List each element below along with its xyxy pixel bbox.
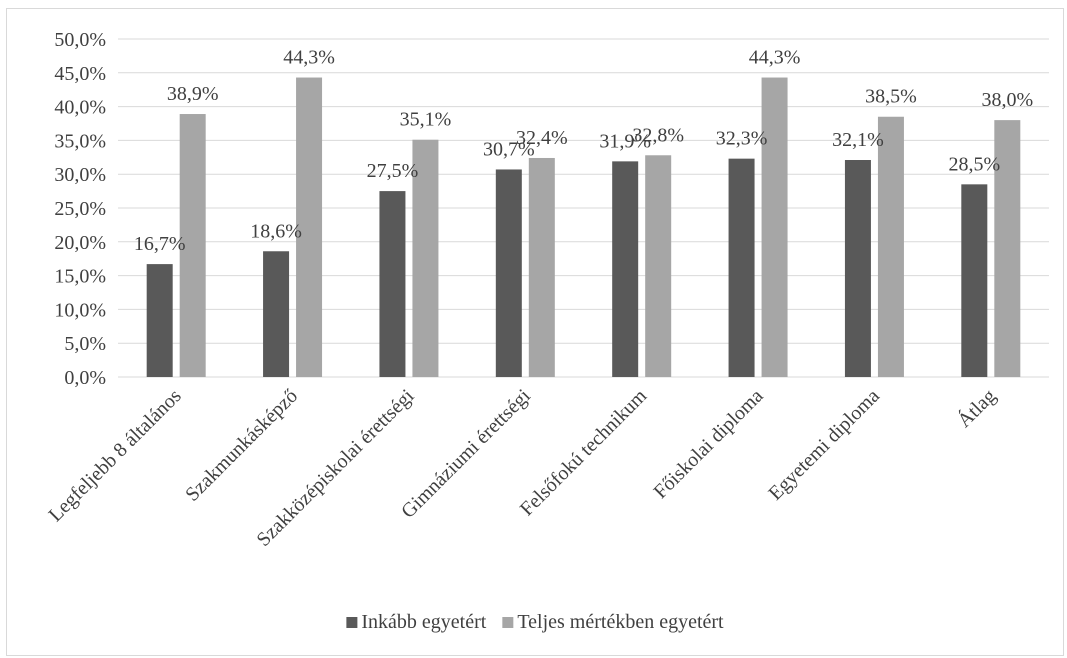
data-label-teljes-mertekben-egyetert-foiskolai-diploma: 44,3% — [749, 47, 801, 69]
bar-inkabb-egyetert-szakmunkaskepzo — [263, 251, 290, 377]
x-category-label: Főiskolai diploma — [650, 385, 768, 503]
y-tick-label: 10,0% — [54, 299, 106, 321]
bar-teljes-mertekben-egyetert-foiskolai-diploma — [761, 77, 788, 378]
bar-inkabb-egyetert-szakkozepiskolai-erettsegi — [379, 191, 406, 377]
data-label-teljes-mertekben-egyetert-felsofoku-technikum: 32,8% — [632, 124, 684, 146]
data-label-inkabb-egyetert-legfeljebb-8-altalanos: 16,7% — [134, 233, 186, 255]
bar-teljes-mertekben-egyetert-gimnaziumi-erettsegi — [528, 157, 555, 377]
x-category-label: Átlag — [953, 384, 1001, 432]
data-label-teljes-mertekben-egyetert-legfeljebb-8-altalanos: 38,9% — [167, 83, 219, 105]
data-label-inkabb-egyetert-foiskolai-diploma: 32,3% — [716, 128, 768, 150]
bars — [146, 77, 1021, 378]
y-tick-label: 0,0% — [64, 367, 106, 389]
bar-teljes-mertekben-egyetert-atlag — [994, 120, 1021, 378]
y-tick-label: 35,0% — [54, 130, 106, 152]
y-axis-ticks: 0,0% 5,0% 10,0% 15,0% 20,0% 25,0% 30,0% 35,0% 40… — [54, 29, 106, 389]
bar-inkabb-egyetert-felsofoku-technikum — [612, 161, 639, 377]
data-label-teljes-mertekben-egyetert-szakkozepiskolai-erettsegi: 35,1% — [400, 109, 452, 131]
legend-label-inkabb-egyetert: Inkább egyetért — [361, 611, 486, 633]
bar-inkabb-egyetert-atlag — [961, 184, 988, 377]
data-label-teljes-mertekben-egyetert-egyetemi-diploma: 38,5% — [865, 86, 917, 108]
data-labels: 16,7% 38,9% 18,6% 44,3% 27,5% 35,1% 30,7%32,4%… — [134, 47, 1033, 256]
bar-teljes-mertekben-egyetert-szakmunkaskepzo — [296, 77, 323, 378]
y-tick-label: 20,0% — [54, 232, 106, 254]
bar-inkabb-egyetert-egyetemi-diploma — [844, 160, 871, 377]
data-label-inkabb-egyetert-gimnaziumi-erettsegi: 30,7% — [483, 138, 535, 160]
data-label-teljes-mertekben-egyetert-szakmunkaskepzo: 44,3% — [283, 47, 335, 69]
y-tick-label: 45,0% — [54, 63, 106, 85]
x-category-label: Gimnáziumi érettségi — [397, 385, 535, 523]
x-category-label: Szakmunkásképző — [181, 385, 302, 506]
y-tick-label: 50,0% — [54, 29, 106, 51]
y-tick-label: 25,0% — [54, 198, 106, 220]
data-label-inkabb-egyetert-felsofoku-technikum: 31,9% — [599, 130, 651, 152]
legend-swatch-inkabb-egyetert — [346, 617, 358, 628]
bar-teljes-mertekben-egyetert-felsofoku-technikum — [645, 155, 672, 377]
chart-frame: 0,0% 5,0% 10,0% 15,0% 20,0% 25,0% 30,0% 35,0% 40… — [6, 8, 1064, 656]
bar-chart: 0,0% 5,0% 10,0% 15,0% 20,0% 25,0% 30,0% 35,0% 40… — [45, 29, 1049, 633]
y-tick-label: 5,0% — [64, 333, 106, 355]
legend: Inkább egyetért Teljes mértékben egyetért — [346, 611, 724, 633]
data-label-inkabb-egyetert-egyetemi-diploma: 32,1% — [832, 129, 884, 151]
legend-swatch-teljes-mertekben-egyetert — [502, 617, 514, 628]
data-label-inkabb-egyetert-szakmunkaskepzo: 18,6% — [250, 220, 302, 242]
bar-inkabb-egyetert-legfeljebb-8-altalanos — [146, 264, 173, 377]
bar-teljes-mertekben-egyetert-szakkozepiskolai-erettsegi — [412, 139, 439, 377]
x-category-label: Legfeljebb 8 általános — [45, 385, 186, 526]
x-axis-categories: Legfeljebb 8 általánosSzakmunkásképzőSza… — [45, 384, 1001, 551]
data-label-inkabb-egyetert-szakkozepiskolai-erettsegi: 27,5% — [367, 160, 419, 182]
bar-teljes-mertekben-egyetert-legfeljebb-8-altalanos — [179, 114, 206, 377]
data-label-teljes-mertekben-egyetert-atlag: 38,0% — [981, 89, 1033, 111]
data-label-teljes-mertekben-egyetert-gimnaziumi-erettsegi: 32,4% — [516, 127, 568, 149]
bar-inkabb-egyetert-gimnaziumi-erettsegi — [495, 169, 522, 377]
bar-teljes-mertekben-egyetert-egyetemi-diploma — [877, 116, 904, 378]
y-tick-label: 30,0% — [54, 164, 106, 186]
x-category-label: Felsőfokú technikum — [516, 385, 652, 521]
legend-label-teljes-mertekben-egyetert: Teljes mértékben egyetért — [517, 611, 724, 633]
bar-inkabb-egyetert-foiskolai-diploma — [728, 158, 755, 377]
y-tick-label: 40,0% — [54, 97, 106, 119]
x-category-label: Egyetemi diploma — [764, 385, 884, 505]
y-tick-label: 15,0% — [54, 266, 106, 288]
data-label-inkabb-egyetert-atlag: 28,5% — [948, 153, 1000, 175]
